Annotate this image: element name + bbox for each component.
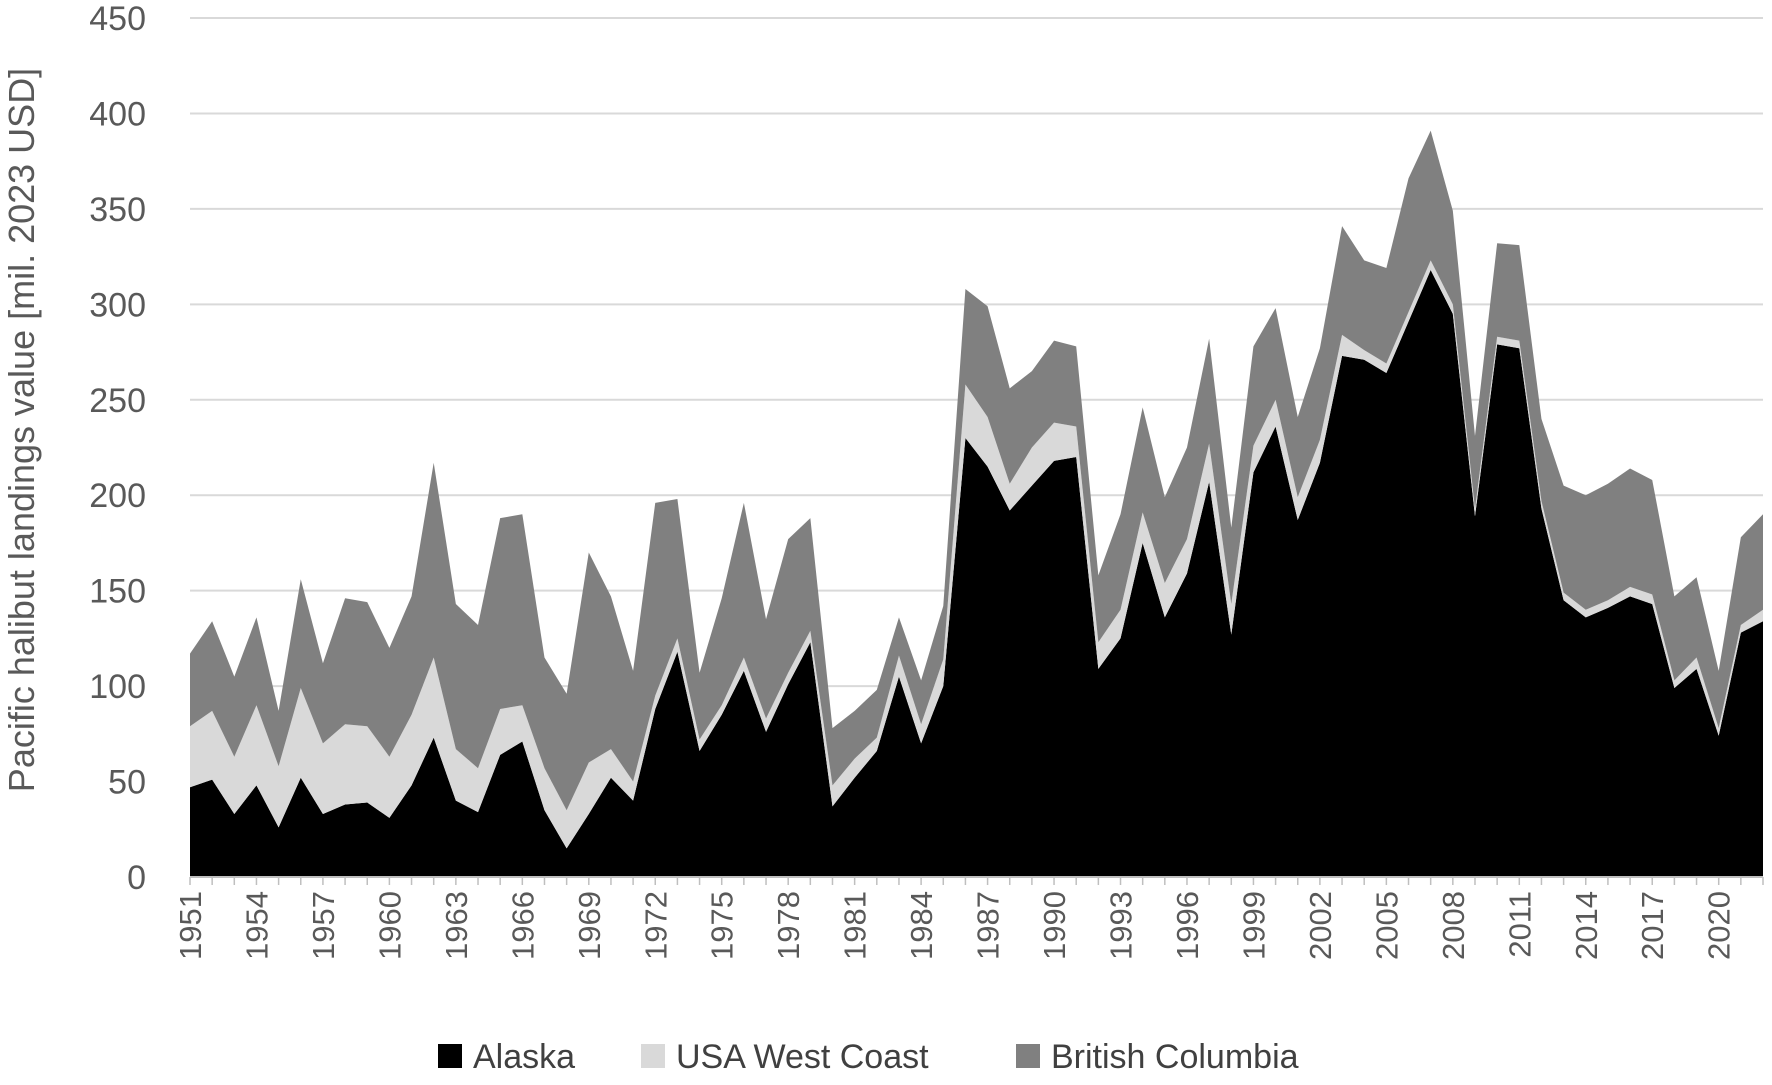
x-tick-label: 1951	[173, 891, 208, 960]
x-tick-label: 1954	[239, 891, 274, 960]
x-tick-label: 1987	[971, 891, 1006, 960]
y-tick-label: 250	[89, 382, 146, 420]
x-tick-label: 2002	[1303, 891, 1338, 960]
legend-label-usa-west-coast: USA West Coast	[676, 1038, 929, 1076]
area-series-usa-west-coast	[190, 260, 1763, 849]
x-tick-label: 1984	[904, 891, 939, 960]
legend-label-alaska: Alaska	[473, 1038, 575, 1076]
y-tick-labels: 0 50 100 150 200 250 300 350 400 450	[89, 0, 146, 897]
y-tick-label: 100	[89, 668, 146, 706]
x-tick-label: 2020	[1702, 891, 1737, 960]
y-tick-label: 50	[108, 764, 146, 802]
y-tick-label: 450	[89, 0, 146, 38]
x-tick-label: 2005	[1369, 891, 1404, 960]
x-tick-label: 1975	[705, 891, 740, 960]
x-tick-label: 2017	[1635, 891, 1670, 960]
y-tick-label: 300	[89, 286, 146, 324]
y-tick-label: 200	[89, 477, 146, 515]
y-axis-title: Pacific halibut landings value [mil. 202…	[1, 68, 42, 792]
legend-swatch-usa-west-coast	[641, 1044, 665, 1068]
x-tick-label: 2008	[1436, 891, 1471, 960]
area-series-british-columbia	[190, 130, 1763, 811]
legend-swatch-british-columbia	[1016, 1044, 1040, 1068]
x-tick-label: 2011	[1502, 891, 1537, 958]
y-tick-label: 400	[89, 95, 146, 133]
legend-label-british-columbia: British Columbia	[1051, 1038, 1299, 1076]
x-tick-label: 1978	[771, 891, 806, 960]
x-tick-label: 1993	[1104, 891, 1139, 960]
area-series-alaska	[190, 269, 1763, 878]
stacked-areas	[190, 130, 1763, 878]
x-tick-label: 1960	[372, 891, 407, 960]
x-tick-label: 1999	[1236, 891, 1271, 960]
y-tick-label: 150	[89, 573, 146, 611]
x-tick-label: 1990	[1037, 891, 1072, 960]
y-tick-label: 0	[127, 859, 146, 897]
x-tick-label: 1966	[505, 891, 540, 960]
x-tick-labels: 1951 1954 1957 1960 1963 1966 1969 1972 1975 1978…	[173, 891, 1737, 960]
x-tick-label: 1996	[1170, 891, 1205, 960]
legend: Alaska USA West Coast British Columbia	[438, 1038, 1299, 1076]
y-tick-label: 350	[89, 191, 146, 229]
legend-swatch-alaska	[438, 1044, 462, 1068]
x-tick-label: 2014	[1569, 891, 1604, 960]
x-tick-label: 1963	[439, 891, 474, 960]
x-tick-label: 1969	[572, 891, 607, 960]
x-tick-label: 1957	[306, 891, 341, 960]
x-tick-label: 1972	[638, 891, 673, 960]
x-tick-label: 1981	[838, 891, 873, 960]
axes	[189, 876, 1764, 885]
